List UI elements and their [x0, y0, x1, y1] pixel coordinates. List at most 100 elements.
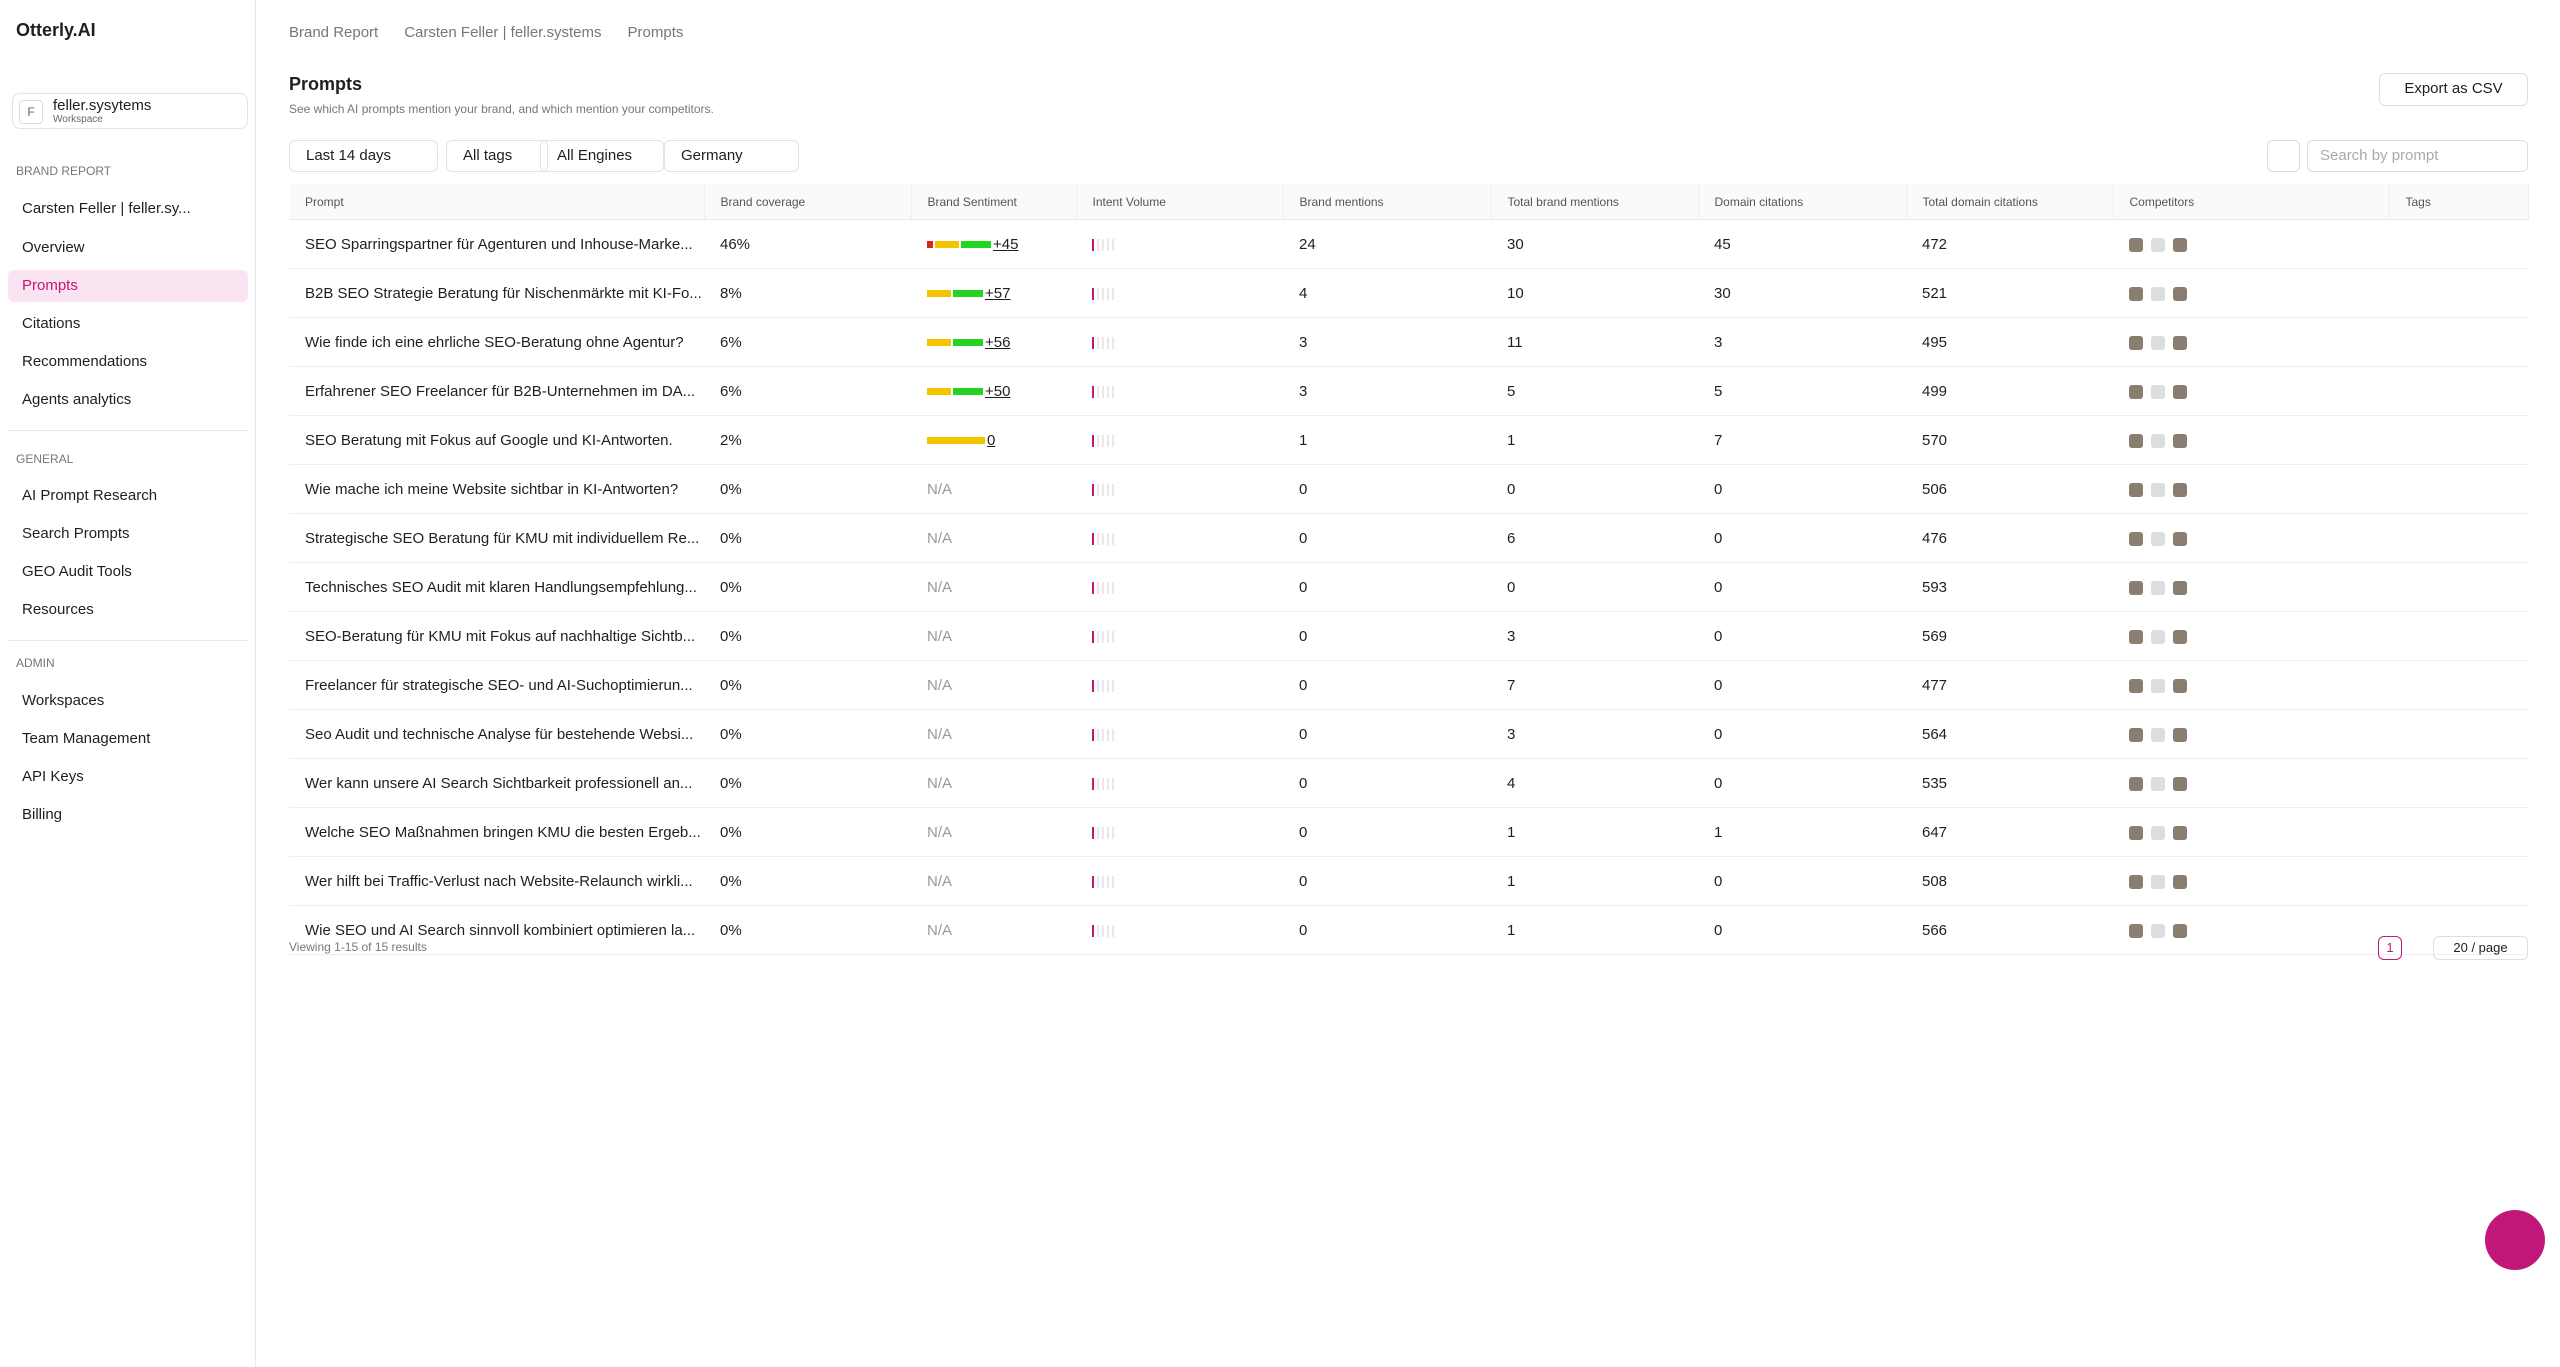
- filter-dropdown[interactable]: All tags: [446, 140, 548, 172]
- sentiment-bar: [953, 290, 983, 298]
- competitor-icon: [2173, 482, 2187, 497]
- competitor-icon: [2173, 335, 2187, 350]
- table-cell: [2389, 219, 2528, 269]
- table-row[interactable]: SEO Beratung mit Fokus auf Google und KI…: [289, 415, 2528, 465]
- table-row[interactable]: Wie finde ich eine ehrliche SEO-Beratung…: [289, 317, 2528, 367]
- table-row[interactable]: Wer kann unsere AI Search Sichtbarkeit p…: [289, 758, 2528, 808]
- nav-item[interactable]: Team Management: [22, 730, 151, 747]
- table-cell: Wer hilft bei Traffic-Verlust nach Websi…: [289, 856, 704, 906]
- table-row[interactable]: Wer hilft bei Traffic-Verlust nach Websi…: [289, 856, 2528, 906]
- column-header[interactable]: Brand mentions: [1283, 184, 1492, 220]
- table-cell: Wer kann unsere AI Search Sichtbarkeit p…: [289, 758, 704, 808]
- column-header[interactable]: Total brand mentions: [1491, 184, 1699, 220]
- table-row[interactable]: Seo Audit und technische Analyse für bes…: [289, 709, 2528, 759]
- intent-bar: [1097, 483, 1099, 496]
- table-cell: Wie mache ich meine Website sichtbar in …: [289, 464, 704, 514]
- intent-bar: [1092, 532, 1094, 545]
- view-toggle[interactable]: [2267, 140, 2300, 172]
- cell-text: Wer kann unsere AI Search Sichtbarkeit p…: [305, 774, 693, 792]
- nav-item[interactable]: Workspaces: [22, 692, 105, 709]
- breadcrumb-item[interactable]: Carsten Feller | feller.systems: [404, 24, 602, 41]
- table-cell: 3: [1698, 317, 1906, 367]
- table-cell: 472: [1906, 219, 2113, 269]
- brand-selector[interactable]: Carsten Feller | feller.sy...: [22, 200, 191, 217]
- cell-text: 3: [1714, 333, 1723, 351]
- nav-item[interactable]: API Keys: [22, 768, 84, 785]
- nav-item[interactable]: Prompts: [8, 270, 248, 302]
- nav-item[interactable]: Citations: [22, 315, 81, 332]
- filter-dropdown[interactable]: Last 14 days: [289, 140, 438, 172]
- intent-bar: [1107, 581, 1109, 594]
- nav-item[interactable]: Agents analytics: [22, 391, 132, 408]
- cell-text: 7: [1714, 431, 1723, 449]
- table-cell: Welche SEO Maßnahmen bringen KMU die bes…: [289, 807, 704, 857]
- table-row[interactable]: Erfahrener SEO Freelancer für B2B-Untern…: [289, 366, 2528, 416]
- table-row[interactable]: SEO-Beratung für KMU mit Fokus auf nachh…: [289, 611, 2528, 661]
- sentiment-label: 0: [987, 431, 996, 449]
- table-cell: Seo Audit und technische Analyse für bes…: [289, 709, 704, 759]
- table-cell: 569: [1906, 611, 2113, 661]
- table-cell: [2113, 660, 2389, 710]
- intent-bar: [1092, 777, 1094, 790]
- table-cell: [2389, 611, 2528, 661]
- chat-button[interactable]: [2485, 1210, 2545, 1270]
- cell-text: 499: [1922, 382, 1948, 400]
- nav-item[interactable]: Overview: [22, 239, 85, 256]
- page-number[interactable]: 1: [2378, 936, 2402, 960]
- column-header[interactable]: Prompt: [289, 184, 705, 220]
- filter-dropdown[interactable]: Germany: [664, 140, 799, 172]
- table-cell: [2389, 513, 2528, 563]
- table-cell: N/A: [911, 709, 1076, 759]
- table-cell: +45: [911, 219, 1076, 269]
- nav-item[interactable]: Billing: [22, 806, 63, 823]
- table-cell: 24: [1283, 219, 1491, 269]
- table-cell: 11: [1491, 317, 1698, 367]
- cell-text: 506: [1922, 480, 1948, 498]
- competitor-icon: [2173, 531, 2187, 546]
- table-cell: [1076, 807, 1283, 857]
- table-row[interactable]: Wie mache ich meine Website sichtbar in …: [289, 464, 2528, 514]
- table-row[interactable]: Wie SEO und AI Search sinnvoll kombinier…: [289, 905, 2528, 955]
- search-input[interactable]: Search by prompt: [2307, 140, 2528, 172]
- logo[interactable]: Otterly.AI: [16, 20, 96, 40]
- column-header[interactable]: Domain citations: [1698, 184, 1907, 220]
- table-cell: 0: [1283, 464, 1491, 514]
- table-cell: 0%: [704, 513, 911, 563]
- column-header[interactable]: Brand Sentiment: [911, 184, 1077, 220]
- cell-text: 521: [1922, 284, 1948, 302]
- table-cell: 5: [1491, 366, 1698, 416]
- cell-text: 0: [1507, 578, 1516, 596]
- column-header[interactable]: Tags: [2389, 184, 2529, 220]
- cell-text: 45: [1714, 235, 1731, 253]
- page-title: Prompts: [289, 74, 363, 94]
- filter-dropdown[interactable]: All Engines: [540, 140, 664, 172]
- cell-text: 0%: [720, 578, 742, 596]
- table-row[interactable]: Strategische SEO Beratung für KMU mit in…: [289, 513, 2528, 563]
- column-header[interactable]: Total domain citations: [1906, 184, 2114, 220]
- column-header[interactable]: Brand coverage: [704, 184, 912, 220]
- nav-item[interactable]: Search Prompts: [22, 525, 130, 542]
- table-cell: 1: [1491, 415, 1698, 465]
- table-row[interactable]: Technisches SEO Audit mit klaren Handlun…: [289, 562, 2528, 612]
- table-cell: 3: [1491, 611, 1698, 661]
- nav-item[interactable]: GEO Audit Tools: [22, 563, 132, 580]
- nav-item[interactable]: Recommendations: [22, 353, 148, 370]
- table-cell: 30: [1491, 219, 1698, 269]
- column-header[interactable]: Intent Volume: [1076, 184, 1284, 220]
- export-button[interactable]: Export as CSV: [2379, 73, 2528, 106]
- cell-text: 0: [1714, 921, 1723, 939]
- table-row[interactable]: B2B SEO Strategie Beratung für Nischenmä…: [289, 268, 2528, 318]
- page-size[interactable]: 20 / page: [2433, 936, 2528, 960]
- table-cell: [2113, 758, 2389, 808]
- table-row[interactable]: SEO Sparringspartner für Agenturen und I…: [289, 219, 2528, 269]
- nav-item[interactable]: Resources: [22, 601, 94, 618]
- table-cell: N/A: [911, 856, 1076, 906]
- nav-item[interactable]: AI Prompt Research: [22, 487, 158, 504]
- table-cell: 0%: [704, 611, 911, 661]
- table-row[interactable]: Welche SEO Maßnahmen bringen KMU die bes…: [289, 807, 2528, 857]
- table-row[interactable]: Freelancer für strategische SEO- und AI-…: [289, 660, 2528, 710]
- column-header[interactable]: Competitors: [2113, 184, 2390, 220]
- intent-bar: [1102, 532, 1104, 545]
- breadcrumb-item[interactable]: Brand Report: [289, 24, 379, 41]
